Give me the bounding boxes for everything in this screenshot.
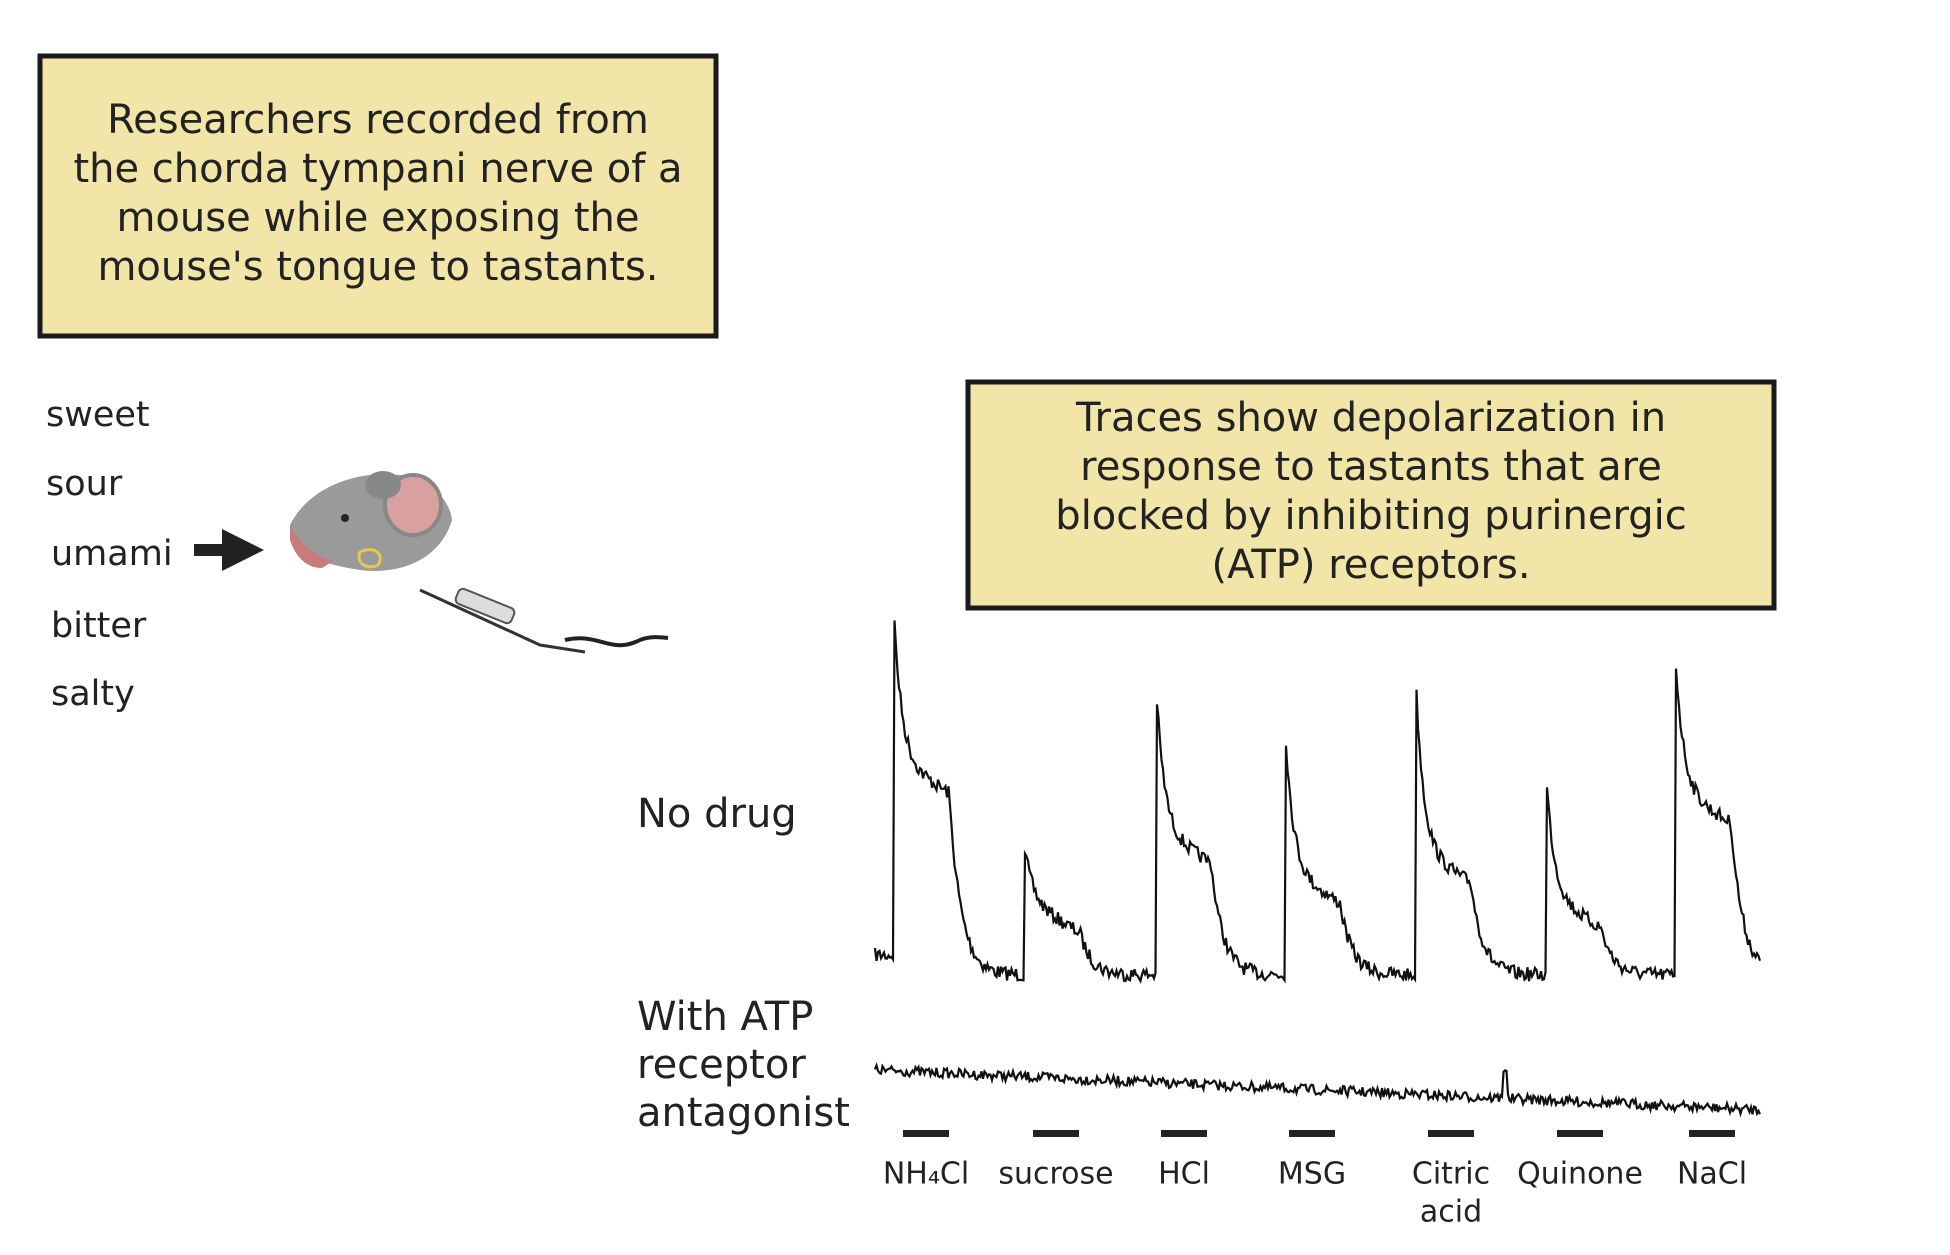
stimulus-bar	[1033, 1130, 1079, 1137]
taste-label: sweet	[46, 395, 150, 435]
stimulus-bar	[1689, 1130, 1735, 1137]
taste-label: bitter	[51, 606, 147, 646]
tastant-label: sucrose	[998, 1157, 1113, 1192]
intro-text: Researchers recorded from	[107, 97, 649, 143]
results-text: response to tastants that are	[1080, 444, 1662, 490]
results-box	[965, 379, 1777, 611]
arrow	[194, 529, 264, 571]
intro-text: mouse's tongue to tastants.	[97, 244, 658, 290]
tastant-label: acid	[1420, 1195, 1482, 1230]
trace-label: receptor	[637, 1042, 806, 1088]
trace-label: No drug	[637, 791, 797, 837]
intro-text: mouse while exposing the	[116, 195, 639, 241]
tastant-label: MSG	[1278, 1157, 1346, 1192]
trace-antagonist	[873, 1062, 1762, 1118]
intro-text: the chorda tympani nerve of a	[73, 146, 682, 192]
trace-label: With ATP	[637, 994, 813, 1040]
trace-no-drug	[873, 620, 1762, 984]
stimulus-bar	[1428, 1130, 1474, 1137]
stimulus-bar	[1161, 1130, 1207, 1137]
stimulus-bar	[1557, 1130, 1603, 1137]
trace-label: antagonist	[637, 1090, 850, 1136]
taste-label: sour	[46, 464, 123, 504]
mouse-illustration	[290, 471, 669, 654]
results-text: Traces show depolarization in	[1075, 395, 1666, 441]
stimulus-bar	[1289, 1130, 1335, 1137]
results-text: (ATP) receptors.	[1211, 542, 1530, 588]
tastant-label: HCl	[1158, 1157, 1210, 1192]
tastant-label: NH₄Cl	[883, 1157, 969, 1192]
tastant-label: Citric	[1412, 1157, 1490, 1192]
tastant-label: Quinone	[1517, 1157, 1643, 1192]
taste-label: salty	[51, 674, 135, 714]
stimulus-bar	[903, 1130, 949, 1137]
intro-box	[37, 53, 719, 339]
tastant-label: NaCl	[1677, 1157, 1747, 1192]
results-text: blocked by inhibiting purinergic	[1055, 493, 1686, 539]
taste-label: umami	[51, 534, 173, 574]
